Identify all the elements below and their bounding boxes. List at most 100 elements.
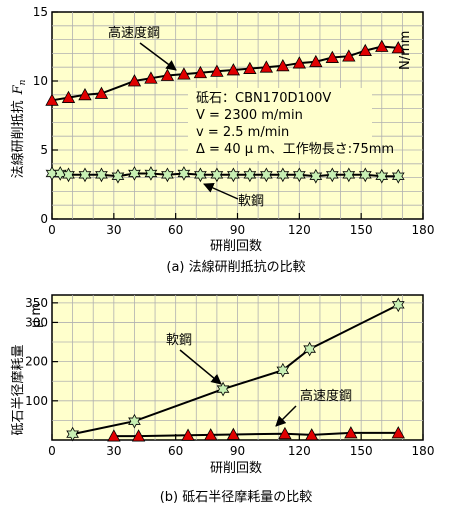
star-marker (95, 167, 108, 183)
triangle-marker (278, 426, 292, 440)
y-tick-label: 10 (33, 74, 48, 88)
star-marker (161, 167, 174, 183)
star-marker (78, 167, 92, 183)
triangle-marker (226, 63, 241, 76)
triangle-marker (309, 54, 323, 68)
triangle-marker (358, 43, 372, 57)
star-marker (358, 167, 372, 183)
triangle-marker (144, 71, 158, 84)
chart-a-tick-labels: 0 30 60 90 120 150 180 0 5 10 15 (33, 5, 435, 237)
chart-b-ylabel-unit: μ m (29, 303, 44, 328)
x-tick-label: 30 (106, 444, 121, 458)
star-marker (276, 167, 290, 183)
chart-b-tick-labels: 0 30 60 90 120 150 180 100 200 300 350 (25, 296, 434, 458)
chart-b-arrow-hss (275, 405, 297, 427)
chart-a-info-line-2: V = 2300 m/min (196, 108, 303, 123)
star-marker (276, 362, 290, 378)
y-tick-label: 5 (40, 143, 48, 157)
star-marker (144, 166, 158, 181)
star-marker (375, 168, 389, 184)
chart-a-ylabel-unit: N/mm (398, 31, 413, 70)
triangle-marker (344, 426, 358, 439)
star-marker (53, 166, 67, 181)
x-tick-label: 90 (230, 223, 245, 237)
chart-b-xlabel: 研削回数 (210, 461, 262, 476)
x-tick-label: 180 (412, 444, 435, 458)
star-marker (303, 341, 317, 357)
star-marker (128, 413, 141, 429)
star-marker (210, 167, 224, 183)
triangle-marker (131, 429, 146, 442)
y-tick-label: 15 (33, 5, 48, 19)
svg-text:砥石半径摩耗量: 砥石半径摩耗量 (10, 344, 26, 435)
star-marker (391, 168, 405, 184)
chart-a-info-line-1: 砥石：CBN170D100V (196, 91, 331, 106)
star-marker (62, 167, 75, 183)
chart-b-series (66, 297, 405, 442)
y-tick-label: 0 (40, 212, 48, 226)
triangle-marker (127, 74, 142, 87)
triangle-marker (204, 428, 218, 441)
y-tick-label: 300 (25, 315, 48, 329)
x-tick-label: 150 (350, 223, 373, 237)
x-tick-label: 120 (288, 444, 311, 458)
chart-a-caption: (a) 法線研削抵抗の比較 (166, 259, 305, 275)
chart-b-arrow-mild (179, 349, 222, 385)
star-marker (292, 167, 306, 183)
chart-a-xlabel: 研削回数 (210, 239, 262, 254)
series-line-0 (72, 303, 399, 436)
triangle-marker (342, 49, 356, 62)
x-tick-label: 0 (48, 223, 56, 237)
triangle-marker (94, 86, 109, 99)
chart-a-arrow-mild (203, 183, 239, 200)
star-marker (309, 168, 323, 184)
x-tick-label: 30 (106, 223, 121, 237)
chart-a-label-hss: 高速度鋼 (108, 25, 160, 41)
triangle-marker (259, 60, 274, 73)
svg-text:法線研削抵抗Fn: 法線研削抵抗Fn (10, 79, 28, 178)
triangle-marker (292, 56, 307, 69)
x-tick-label: 60 (168, 444, 183, 458)
triangle-marker (325, 50, 339, 63)
triangle-marker (391, 426, 405, 439)
triangle-marker (61, 90, 76, 103)
chart-a-ylabel: 法線研削抵抗Fn (10, 79, 28, 178)
triangle-marker (78, 87, 92, 101)
chart-a-series (45, 39, 405, 184)
star-marker (66, 426, 79, 442)
x-tick-label: 180 (412, 223, 435, 237)
x-tick-label: 150 (350, 444, 373, 458)
x-tick-label: 90 (230, 444, 245, 458)
star-marker (194, 167, 207, 183)
star-marker (128, 166, 141, 181)
star-marker (227, 167, 240, 183)
chart-b-label-mild: 軟鋼 (166, 332, 192, 348)
triangle-marker (45, 93, 59, 106)
triangle-marker (375, 39, 389, 52)
chart-a: 0 30 60 90 120 150 180 0 5 10 15 砥石：CBN170D100V V … (10, 5, 434, 275)
chart-b-label-hss: 高速度鋼 (300, 388, 352, 404)
star-marker (259, 167, 273, 183)
chart-a-info-line-3: v = 2.5 m/min (196, 125, 289, 140)
star-marker (216, 381, 230, 397)
y-tick-label: 100 (25, 394, 48, 408)
star-marker (391, 297, 405, 313)
chart-a-arrow-hss (139, 42, 177, 71)
triangle-marker (160, 68, 175, 81)
star-marker (325, 167, 339, 183)
triangle-marker (181, 428, 195, 441)
chart-a-label-mild: 軟鋼 (238, 193, 264, 209)
triangle-marker (193, 65, 208, 79)
triangle-marker (243, 61, 257, 74)
y-tick-label: 200 (25, 355, 48, 369)
triangle-marker (177, 67, 191, 80)
chart-b: 0 30 60 90 120 150 180 100 200 300 350 軟鋼 高速度鋼 砥石半… (10, 294, 434, 505)
star-marker (111, 168, 125, 184)
triangle-marker (391, 41, 405, 54)
x-tick-label: 0 (48, 444, 56, 458)
star-marker (243, 167, 257, 183)
y-tick-label: 350 (25, 296, 48, 310)
triangle-marker (226, 427, 241, 440)
x-tick-label: 120 (288, 223, 311, 237)
